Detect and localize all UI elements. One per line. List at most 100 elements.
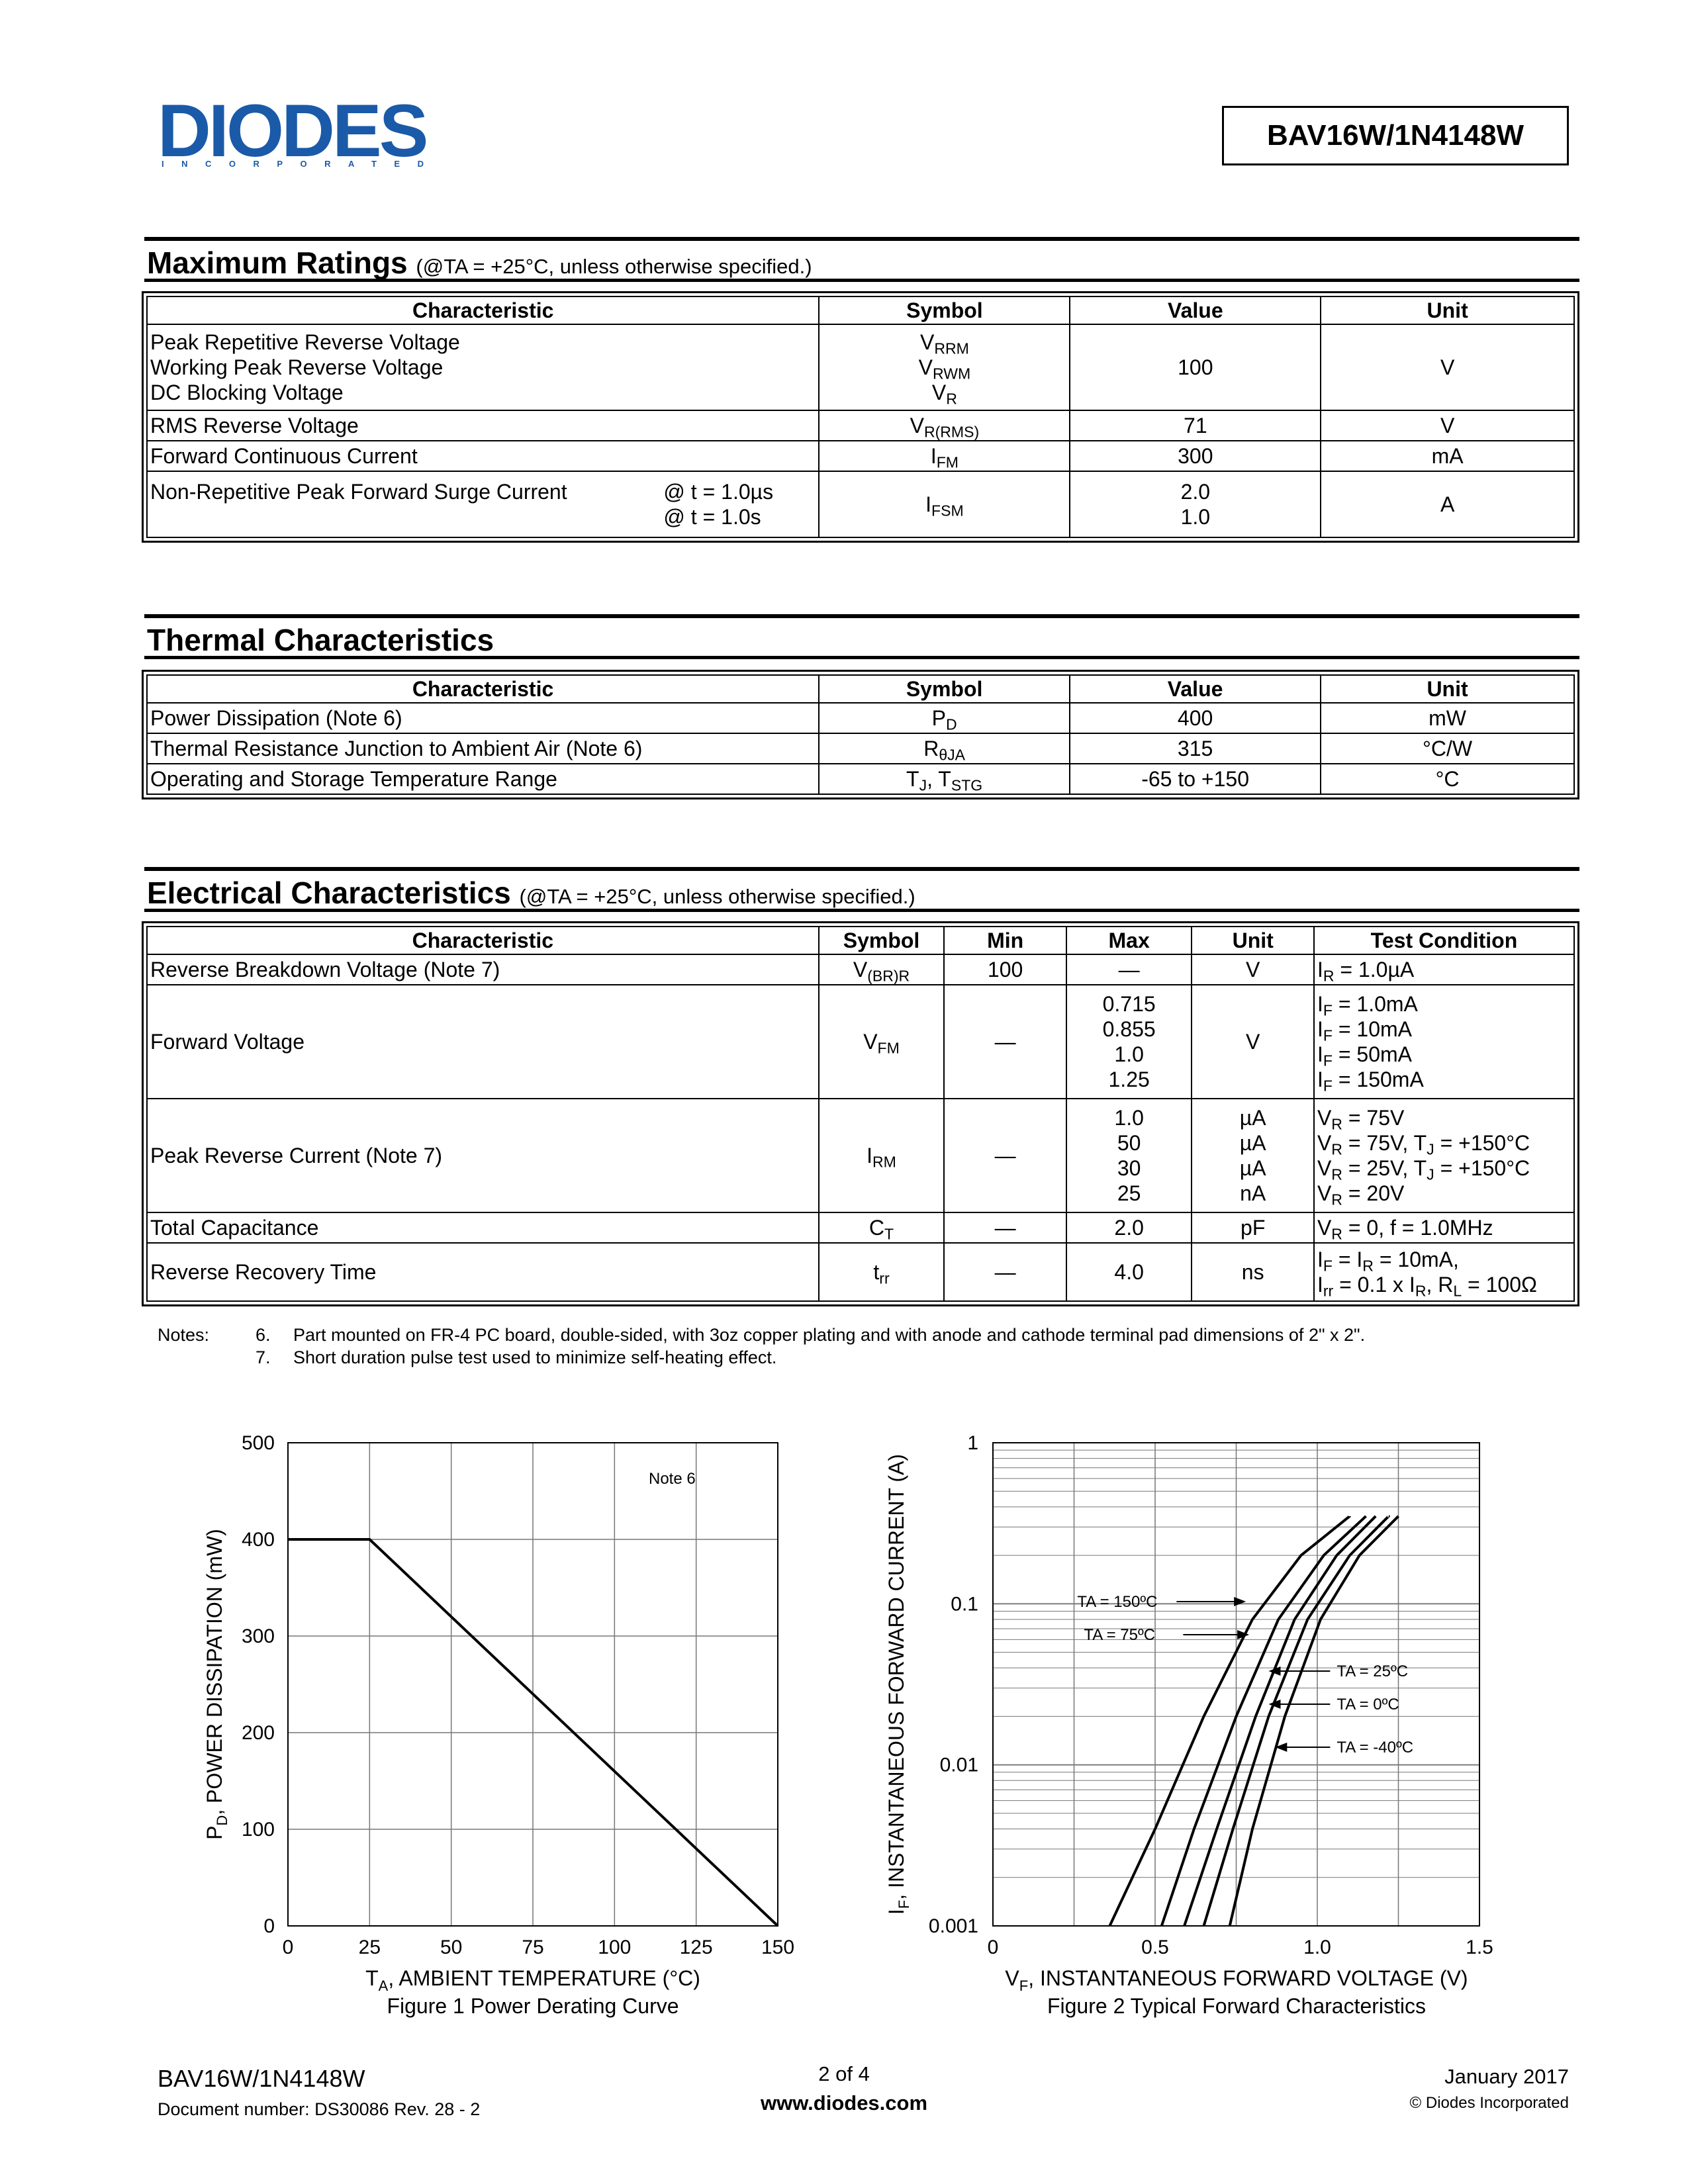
table-row: Non-Repetitive Peak Forward Surge Curren… — [146, 471, 1575, 538]
fig1-annotation: Note 6 — [649, 1470, 696, 1488]
fig2-label-arrow-head — [1268, 1700, 1281, 1709]
fig1-y-tick-label: 0 — [263, 1915, 275, 1937]
cell-condition: IF = 1.0mA IF = 10mA IF = 50mA IF = 150m… — [1313, 984, 1575, 1099]
electrical-condition: (@TA = +25°C, unless otherwise specified… — [519, 885, 915, 908]
cell-symbol: PD — [818, 702, 1071, 734]
cell-text: Peak Repetitive Reverse Voltage — [150, 330, 460, 354]
fig2-series-curve — [1160, 1515, 1367, 1927]
cell-symbol: VRRM VRWM VR — [818, 324, 1071, 411]
cell-text: 1.0 — [1114, 1106, 1144, 1130]
logo-wordmark: DIODES — [158, 89, 428, 172]
fig2-series-label: TA = 25ºC — [1336, 1662, 1408, 1680]
cell-condition: VR = 75V VR = 75V, TJ = +150°C VR = 25V,… — [1313, 1098, 1575, 1213]
cell-max: — — [1065, 954, 1193, 985]
cell-unit: °C/W — [1320, 733, 1575, 764]
cond-text: VR = 75V — [1317, 1106, 1405, 1133]
cell-unit: pF — [1191, 1212, 1315, 1244]
cell-symbol: IFSM — [818, 471, 1071, 538]
col-header: Test Condition — [1313, 926, 1575, 955]
surge-condition: @ t = 1.0µs — [663, 480, 774, 504]
cell-min: — — [943, 1098, 1067, 1213]
cell-unit: V — [1320, 324, 1575, 411]
note-text: Part mounted on FR-4 PC board, double-si… — [293, 1325, 1366, 1345]
note-number: 6. — [256, 1325, 271, 1345]
cond-text: IF = 1.0mA — [1317, 992, 1418, 1019]
cell-unit: °C — [1320, 763, 1575, 795]
cond-text: IF = 50mA — [1317, 1042, 1412, 1069]
thermal-table: Characteristic Symbol Value Unit Power D… — [142, 670, 1579, 799]
footer-url-link[interactable]: www.diodes.com — [760, 2091, 928, 2115]
footer-part: BAV16W/1N4148W — [158, 2065, 365, 2092]
cell-value: 400 — [1069, 702, 1322, 734]
col-header: Value — [1069, 674, 1322, 704]
logo-subtitle: INCORPORATED — [162, 159, 442, 169]
cell-condition: IF = IR = 10mA, Irr = 0.1 x IR, RL = 100… — [1313, 1242, 1575, 1302]
cell-symbol: CT — [818, 1212, 945, 1244]
symbol: VRRM — [920, 330, 969, 357]
cell-max: 2.0 — [1065, 1212, 1193, 1244]
cond-text: VR = 20V — [1317, 1181, 1405, 1208]
fig1-x-tick-label: 75 — [522, 1936, 543, 1958]
fig2-tick-labels: 0 0.5 1.0 1.5 0.001 0.01 0.1 1 — [929, 1432, 1493, 1958]
fig1-y-tick-label: 500 — [242, 1432, 275, 1454]
col-header: Characteristic — [146, 926, 820, 955]
notes-label: Notes: — [158, 1325, 210, 1345]
table-row: Peak Repetitive Reverse Voltage Working … — [146, 324, 1575, 411]
cond-text: VR = 75V, TJ = +150°C — [1317, 1131, 1530, 1158]
cell-value: 2.0 1.0 — [1069, 471, 1322, 538]
cell-value: 100 — [1069, 324, 1322, 411]
fig2-y-tick-label: 0.01 — [940, 1754, 978, 1776]
col-header: Unit — [1320, 674, 1575, 704]
fig1-grid — [287, 1442, 778, 1927]
fig1-plot-frame — [287, 1442, 778, 1927]
cell-text: µA — [1239, 1156, 1266, 1180]
fig1-x-tick-label: 125 — [680, 1936, 713, 1958]
fig2-series-curve — [1108, 1515, 1351, 1927]
table-row: Peak Reverse Current (Note 7) IRM — 1.0 … — [146, 1098, 1575, 1213]
thermal-heading: Thermal Characteristics — [144, 614, 1579, 659]
col-header: Unit — [1191, 926, 1315, 955]
col-header: Unit — [1320, 296, 1575, 325]
table-row: Forward Continuous Current IFM 300 mA — [146, 440, 1575, 472]
figure-2-forward-characteristics-chart: 0 0.5 1.0 1.5 0.001 0.01 0.1 1 TA = 150ºC TA = 7… — [884, 1432, 1493, 2018]
cell-max: 4.0 — [1065, 1242, 1193, 1302]
cell-text: µA — [1239, 1106, 1266, 1130]
cond-text: IF = IR = 10mA, — [1317, 1248, 1459, 1275]
fig1-x-tick-label: 150 — [761, 1936, 794, 1958]
col-header: Characteristic — [146, 674, 820, 704]
footer-date: January 2017 — [1444, 2065, 1569, 2088]
cell-characteristic: RMS Reverse Voltage — [146, 410, 820, 441]
fig2-caption: Figure 2 Typical Forward Characteristics — [1047, 1994, 1426, 2018]
cell-min: — — [943, 1212, 1067, 1244]
cell-max: 0.715 0.855 1.0 1.25 — [1065, 984, 1193, 1099]
fig1-tick-labels: 0 25 50 75 100 125 150 0 100 200 300 400 500 — [242, 1432, 794, 1958]
col-header: Characteristic — [146, 296, 820, 325]
col-header: Symbol — [818, 926, 945, 955]
cell-symbol: VR(RMS) — [818, 410, 1071, 441]
cell-min: — — [943, 1242, 1067, 1302]
cell-text: 30 — [1117, 1156, 1141, 1180]
thermal-title: Thermal Characteristics — [147, 623, 494, 657]
fig2-series-labels: TA = 150ºC TA = 75ºC TA = 25ºC TA = 0ºC TA =… — [1077, 1593, 1413, 1756]
cell-min: 100 — [943, 954, 1067, 985]
fig2-series-label: TA = 150ºC — [1077, 1593, 1157, 1611]
fig1-x-tick-label: 50 — [440, 1936, 462, 1958]
cell-symbol: trr — [818, 1242, 945, 1302]
cell-text: nA — [1240, 1181, 1266, 1205]
fig1-x-tick-label: 25 — [359, 1936, 381, 1958]
fig2-y-tick-label: 1 — [967, 1432, 978, 1454]
fig2-label-arrow-head — [1268, 1666, 1281, 1676]
fig1-x-axis-label: TA, AMBIENT TEMPERATURE (°C) — [365, 1966, 700, 1994]
cell-symbol: V(BR)R — [818, 954, 945, 985]
cell-text: Working Peak Reverse Voltage — [150, 355, 444, 379]
symbol: VRWM — [918, 355, 971, 383]
electrical-title: Electrical Characteristics — [147, 876, 511, 910]
cell-text: µA — [1239, 1131, 1266, 1155]
surge-condition: @ t = 1.0s — [663, 505, 761, 529]
cell-value: 300 — [1069, 440, 1322, 472]
fig2-curves — [1108, 1515, 1399, 1927]
cell-symbol: TJ, TSTG — [818, 763, 1071, 795]
cell-text: 50 — [1117, 1131, 1141, 1155]
cond-text: IF = 10mA — [1317, 1017, 1412, 1044]
